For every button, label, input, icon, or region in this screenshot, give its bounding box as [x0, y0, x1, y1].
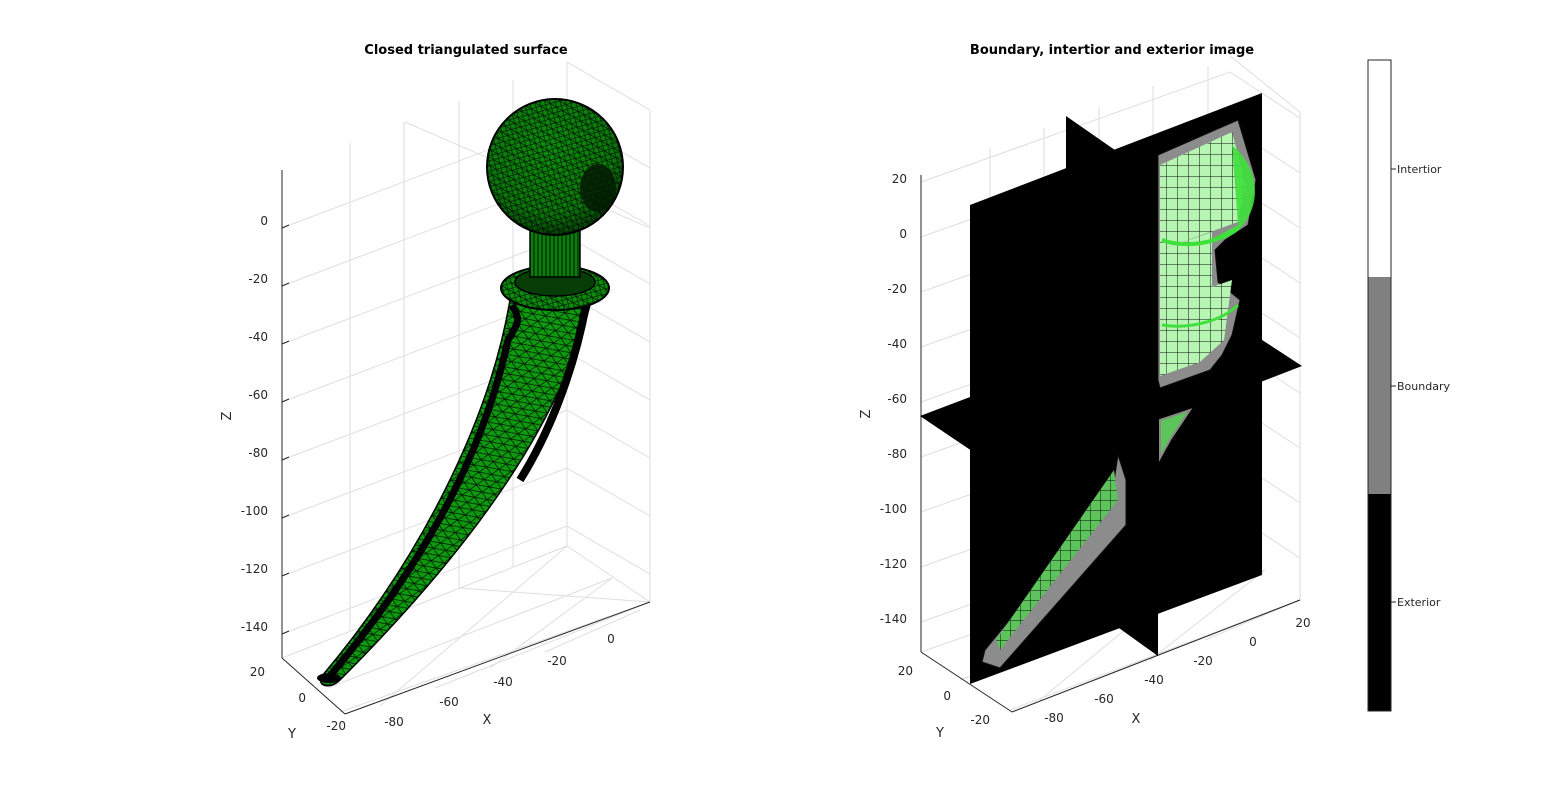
- tick-label: 0: [899, 227, 907, 241]
- cut-voxels: [1159, 408, 1193, 462]
- right-axes: Boundary, intertior and exterior image: [859, 43, 1311, 741]
- tick-label: -80: [248, 446, 268, 460]
- y-axis-line: [920, 651, 1013, 713]
- interior-voxels-neck: [1160, 232, 1212, 305]
- colorbar-boundary: [1368, 277, 1391, 494]
- stem-interior-voxels: [996, 470, 1118, 650]
- tick-label: -40: [887, 337, 907, 351]
- left-axes: Closed triangulated surface 0 -20 -40 -6…: [220, 43, 651, 742]
- tick-label: 20: [1295, 616, 1310, 630]
- surface-overlay: [1200, 145, 1256, 245]
- tick-label: 0: [298, 691, 306, 705]
- left-y-ticks: 20 0 -20: [250, 665, 346, 733]
- right-x-ticks: -80 -60 -40 -20 0 20: [1044, 616, 1310, 725]
- tick-label: 0: [607, 632, 615, 646]
- stem-edge: [327, 303, 521, 679]
- left-title: Closed triangulated surface: [364, 43, 568, 58]
- tick-label: -140: [880, 612, 907, 626]
- right-y-ticks: 20 0 -20: [898, 664, 990, 727]
- tick-label: 0: [260, 214, 268, 228]
- tick-label: -40: [493, 675, 513, 689]
- tick-label: -80: [1044, 711, 1064, 725]
- colorbar: Intertior Boundary Exterior: [1367, 59, 1450, 712]
- tick-label: -120: [241, 562, 268, 576]
- y-axis-line: [281, 657, 346, 715]
- tick-label: -60: [439, 695, 459, 709]
- x-axis-line: [1011, 599, 1301, 713]
- left-x-ticks: -80 -60 -40 -20 0: [384, 632, 615, 729]
- tick-label: -100: [241, 504, 268, 518]
- tick-label: -20: [547, 654, 567, 668]
- interior-voxels-head: [1160, 132, 1246, 250]
- tick-label: -40: [248, 330, 268, 344]
- tick-label: -120: [880, 557, 907, 571]
- colorbar-exterior: [1368, 494, 1391, 711]
- left-y-label: Y: [287, 727, 296, 742]
- right-z-ticks: 20 0 -20 -40 -60 -80 -100 -120 -140: [880, 172, 907, 626]
- left-x-label: X: [483, 713, 492, 728]
- right-z-label: Z: [859, 409, 874, 418]
- tick-label: -60: [248, 388, 268, 402]
- tick-label: -20: [1193, 654, 1213, 668]
- x-axis-line: [344, 601, 651, 715]
- interior-voxels-collar: [1160, 280, 1232, 376]
- colorbar-interior: [1368, 60, 1391, 277]
- left-z-ticks: 0 -20 -40 -60 -80 -100 -120 -140: [241, 214, 290, 635]
- tick-label: -100: [880, 502, 907, 516]
- tick-label: 20: [898, 664, 913, 678]
- tick-label: -20: [248, 272, 268, 286]
- right-title: Boundary, intertior and exterior image: [970, 43, 1254, 58]
- implant-surface: [317, 98, 624, 687]
- tick-label: -20: [970, 713, 990, 727]
- left-z-label: Z: [220, 411, 235, 420]
- tick-label: 20: [250, 665, 265, 679]
- right-axis-lines: [920, 175, 1301, 713]
- tick-label: -140: [241, 620, 268, 634]
- stem-tip: [317, 673, 341, 683]
- right-y-label: Y: [935, 726, 944, 741]
- tick-label: 20: [892, 172, 907, 186]
- tick-label: 0: [1249, 635, 1257, 649]
- tick-label: -20: [326, 719, 346, 733]
- tick-label: -80: [384, 715, 404, 729]
- left-axis-lines: [281, 170, 651, 715]
- colorbar-label-boundary: Boundary: [1397, 380, 1450, 393]
- tick-label: -60: [1094, 692, 1114, 706]
- tick-label: 0: [943, 689, 951, 703]
- tick-label: -80: [887, 447, 907, 461]
- left-grid: [281, 61, 651, 713]
- colorbar-label-exterior: Exterior: [1397, 596, 1441, 609]
- tick-label: -60: [887, 392, 907, 406]
- tick-label: -40: [1144, 673, 1164, 687]
- stem-edge-right: [516, 304, 590, 483]
- voxel-object: [981, 119, 1257, 669]
- colorbar-label-interior: Intertior: [1397, 163, 1442, 176]
- tick-label: -20: [887, 282, 907, 296]
- right-x-label: X: [1132, 712, 1141, 727]
